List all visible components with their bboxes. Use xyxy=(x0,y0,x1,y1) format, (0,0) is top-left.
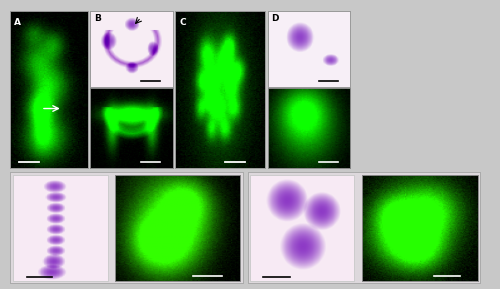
Text: D: D xyxy=(272,14,279,23)
Text: C: C xyxy=(180,18,186,27)
Text: F: F xyxy=(259,177,266,186)
Text: E: E xyxy=(22,177,28,186)
Text: B: B xyxy=(94,14,101,23)
Text: A: A xyxy=(14,18,21,27)
